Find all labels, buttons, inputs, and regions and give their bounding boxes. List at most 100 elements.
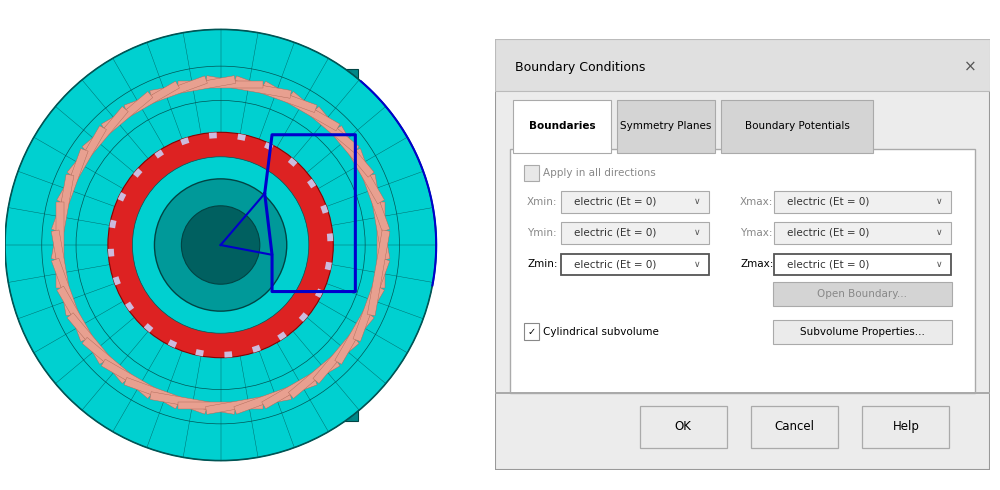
FancyBboxPatch shape <box>774 191 951 213</box>
FancyBboxPatch shape <box>862 406 949 448</box>
Wedge shape <box>277 331 287 341</box>
Wedge shape <box>252 345 261 353</box>
Text: Cancel: Cancel <box>774 420 814 433</box>
FancyBboxPatch shape <box>206 75 291 98</box>
FancyBboxPatch shape <box>57 125 106 204</box>
FancyBboxPatch shape <box>234 377 317 414</box>
FancyBboxPatch shape <box>774 222 951 244</box>
FancyBboxPatch shape <box>353 148 390 232</box>
FancyBboxPatch shape <box>513 100 611 153</box>
Text: ×: × <box>964 60 977 75</box>
Text: Ymax:: Ymax: <box>740 228 773 238</box>
Text: ∨: ∨ <box>936 197 943 206</box>
Wedge shape <box>118 192 126 201</box>
FancyBboxPatch shape <box>56 202 64 288</box>
Wedge shape <box>154 149 164 159</box>
Wedge shape <box>195 349 204 356</box>
Wedge shape <box>224 351 232 358</box>
Text: ∨: ∨ <box>694 260 700 269</box>
FancyBboxPatch shape <box>353 258 390 342</box>
Circle shape <box>181 206 260 284</box>
FancyBboxPatch shape <box>124 377 207 414</box>
FancyBboxPatch shape <box>124 76 207 113</box>
Text: Zmax:: Zmax: <box>740 259 773 270</box>
FancyBboxPatch shape <box>335 286 384 365</box>
Text: electric (Et = 0): electric (Et = 0) <box>574 197 657 207</box>
FancyBboxPatch shape <box>561 253 709 275</box>
Text: Boundary Potentials: Boundary Potentials <box>745 122 849 131</box>
FancyBboxPatch shape <box>206 392 291 415</box>
FancyBboxPatch shape <box>234 76 317 113</box>
FancyBboxPatch shape <box>288 338 359 398</box>
Circle shape <box>5 29 436 461</box>
FancyBboxPatch shape <box>288 92 359 152</box>
Text: electric (Et = 0): electric (Et = 0) <box>787 197 869 207</box>
Text: Zmin:: Zmin: <box>527 259 558 270</box>
Text: ∨: ∨ <box>936 260 943 269</box>
FancyBboxPatch shape <box>262 359 340 409</box>
Wedge shape <box>237 134 246 141</box>
Wedge shape <box>315 289 324 298</box>
FancyBboxPatch shape <box>82 92 153 152</box>
FancyBboxPatch shape <box>150 392 236 415</box>
Wedge shape <box>113 276 121 285</box>
Wedge shape <box>299 312 308 322</box>
Wedge shape <box>108 249 114 257</box>
FancyBboxPatch shape <box>178 80 263 88</box>
Wedge shape <box>180 137 189 145</box>
Bar <box>255 69 358 421</box>
Text: Boundaries: Boundaries <box>529 122 595 131</box>
Text: Help: Help <box>892 420 919 433</box>
Wedge shape <box>109 220 117 228</box>
Text: Boundary Conditions: Boundary Conditions <box>515 61 645 74</box>
FancyBboxPatch shape <box>57 286 106 365</box>
Text: electric (Et = 0): electric (Et = 0) <box>787 228 869 238</box>
Text: Ymin:: Ymin: <box>527 228 557 238</box>
Text: ∨: ∨ <box>694 228 700 237</box>
FancyBboxPatch shape <box>67 313 128 384</box>
Wedge shape <box>133 168 142 178</box>
Wedge shape <box>144 323 153 333</box>
Text: electric (Et = 0): electric (Et = 0) <box>787 259 869 270</box>
FancyBboxPatch shape <box>617 100 715 153</box>
Wedge shape <box>288 157 297 167</box>
FancyBboxPatch shape <box>51 174 74 260</box>
FancyBboxPatch shape <box>51 148 88 232</box>
Wedge shape <box>325 262 332 270</box>
Text: ∨: ∨ <box>936 228 943 237</box>
FancyBboxPatch shape <box>335 125 384 204</box>
Wedge shape <box>209 132 217 139</box>
FancyBboxPatch shape <box>51 258 88 342</box>
Text: ✓: ✓ <box>527 326 535 337</box>
FancyBboxPatch shape <box>101 81 179 131</box>
FancyBboxPatch shape <box>313 106 374 177</box>
Circle shape <box>108 132 333 358</box>
FancyBboxPatch shape <box>751 406 838 448</box>
Circle shape <box>154 179 287 311</box>
FancyBboxPatch shape <box>178 401 263 410</box>
FancyBboxPatch shape <box>510 149 975 393</box>
Wedge shape <box>327 233 333 241</box>
FancyBboxPatch shape <box>561 191 709 213</box>
FancyBboxPatch shape <box>367 174 390 260</box>
Text: Cylindrical subvolume: Cylindrical subvolume <box>543 326 659 337</box>
FancyBboxPatch shape <box>495 39 990 470</box>
Wedge shape <box>307 179 316 188</box>
Text: ∨: ∨ <box>694 197 700 206</box>
Text: Xmax:: Xmax: <box>740 197 773 207</box>
Text: Open Boundary...: Open Boundary... <box>817 289 907 298</box>
FancyBboxPatch shape <box>82 338 153 398</box>
FancyBboxPatch shape <box>774 253 951 275</box>
Text: Xmin:: Xmin: <box>527 197 558 207</box>
Wedge shape <box>125 302 134 311</box>
FancyBboxPatch shape <box>262 81 340 131</box>
Text: Apply in all directions: Apply in all directions <box>543 168 656 178</box>
Wedge shape <box>320 205 328 214</box>
FancyBboxPatch shape <box>721 100 873 153</box>
FancyBboxPatch shape <box>67 106 128 177</box>
Ellipse shape <box>284 69 328 421</box>
FancyBboxPatch shape <box>313 313 374 384</box>
Text: Symmetry Planes: Symmetry Planes <box>620 122 711 131</box>
FancyBboxPatch shape <box>524 165 539 181</box>
FancyBboxPatch shape <box>51 230 74 316</box>
